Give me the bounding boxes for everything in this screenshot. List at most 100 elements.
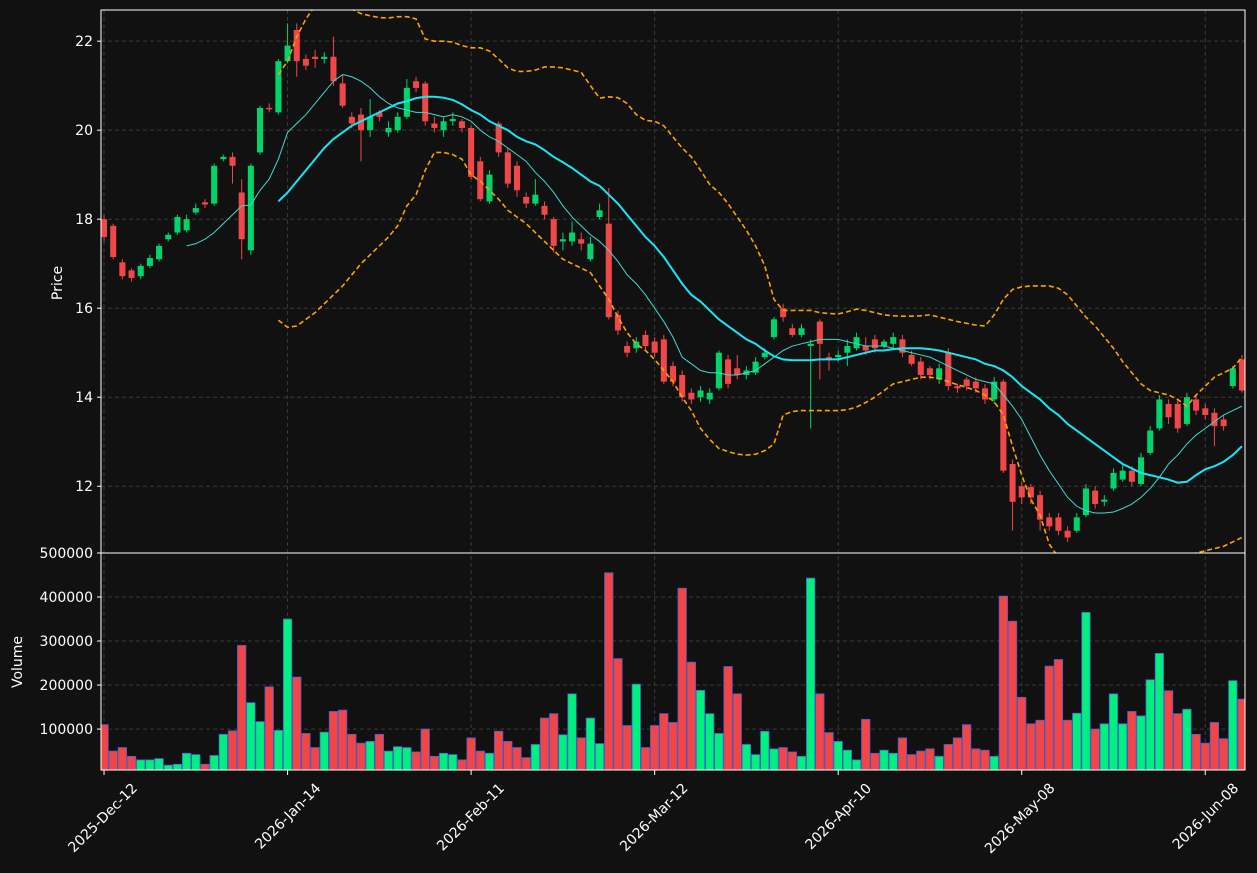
volume-bar (374, 733, 384, 770)
candle-body (706, 392, 713, 400)
volume-bar (264, 686, 274, 770)
candle-body (468, 127, 475, 177)
candle-body (862, 346, 869, 351)
candle-body (247, 165, 254, 251)
volume-bar (732, 693, 742, 770)
candle-body (981, 388, 989, 400)
candle-body (1046, 517, 1053, 527)
volume-bar (1090, 728, 1100, 770)
candle-body (926, 368, 933, 375)
line-series (277, 151, 1243, 553)
volume-bar (1017, 696, 1027, 770)
volume-bar (576, 737, 586, 770)
volume-bar (191, 754, 201, 770)
candle-body (559, 239, 566, 242)
volume-bar (200, 763, 210, 770)
volume-bar (943, 744, 953, 770)
candle-body (1110, 472, 1117, 489)
candle-body (119, 262, 126, 277)
volume-bar (796, 755, 807, 770)
volume-bar (319, 731, 329, 770)
candle-body (183, 219, 190, 231)
volume-bar (842, 749, 852, 770)
candle-body (339, 83, 346, 106)
volume-bar (1081, 612, 1091, 770)
volume-bar (237, 645, 247, 770)
candle-body (614, 314, 621, 331)
volume-bar (861, 718, 871, 770)
volume-bar (402, 747, 412, 770)
volume-bar (769, 748, 779, 770)
volume-bar (448, 754, 458, 770)
candle-body (156, 245, 163, 260)
candle-body (954, 386, 961, 389)
candle-body (523, 196, 530, 204)
volume-bar (659, 713, 669, 770)
y-tick-label: 18 (75, 212, 93, 228)
volume-bar (356, 742, 366, 770)
volume-bar (723, 666, 733, 770)
volume-bar (1108, 693, 1119, 770)
volume-bar (1026, 723, 1036, 770)
volume-bar (906, 754, 917, 770)
volume-bar (668, 722, 678, 770)
volume-bar (640, 747, 651, 770)
candle-body (1147, 430, 1154, 453)
candle-body (431, 123, 438, 128)
volume-bar (1145, 679, 1155, 770)
volume-bar (824, 732, 834, 770)
y-tick-label: 400000 (40, 590, 93, 606)
volume-bar (916, 750, 926, 770)
candle-body (137, 265, 144, 277)
volume-bar (1200, 742, 1210, 770)
candle-body (1229, 368, 1236, 387)
volume-bar (457, 759, 467, 770)
volume-bar (484, 752, 495, 770)
volume-bar (613, 658, 623, 770)
volume-bar (549, 713, 559, 770)
candle-body (1156, 399, 1163, 429)
volume-bar (1062, 719, 1073, 770)
candle-body (669, 366, 677, 382)
candle-body (789, 328, 796, 335)
volume-bar (1209, 722, 1220, 770)
candle-body (211, 165, 218, 204)
y-tick-label: 500000 (40, 546, 93, 562)
candle-body (146, 257, 153, 266)
volume-bar (347, 733, 357, 770)
volume-bar (310, 747, 320, 770)
candle-body (477, 161, 484, 200)
volume-bar (971, 748, 981, 770)
candle-body (1055, 517, 1062, 531)
candle-body (541, 205, 548, 215)
volume-bar (209, 755, 219, 770)
volume-bar (117, 747, 128, 770)
candle-body (357, 114, 365, 131)
volume-bar (1072, 712, 1082, 770)
candle-body (385, 127, 392, 133)
volume-bar (1118, 723, 1128, 770)
candle-body (715, 352, 722, 389)
candle-body (734, 368, 741, 375)
candle-body (1009, 463, 1016, 502)
candle-body (110, 225, 117, 258)
volume-bar (952, 737, 963, 770)
candle-body (128, 270, 135, 278)
volume-bar (650, 725, 660, 770)
volume-bar (1053, 659, 1064, 770)
candle-body (798, 328, 805, 335)
volume-bar (301, 733, 311, 770)
y-tick-label: 100000 (40, 722, 93, 738)
volume-bar (521, 757, 531, 770)
candle-body (1101, 499, 1108, 502)
volume-bar (934, 755, 944, 770)
volume-bar (1136, 715, 1146, 770)
volume-bar (998, 595, 1008, 770)
volume-bar (778, 747, 788, 770)
candle-body (807, 343, 814, 347)
candle-body (991, 381, 998, 400)
candle-body (945, 352, 952, 387)
candle-body (1092, 490, 1099, 505)
volume-plot (101, 572, 1245, 770)
candle-body (688, 392, 695, 400)
